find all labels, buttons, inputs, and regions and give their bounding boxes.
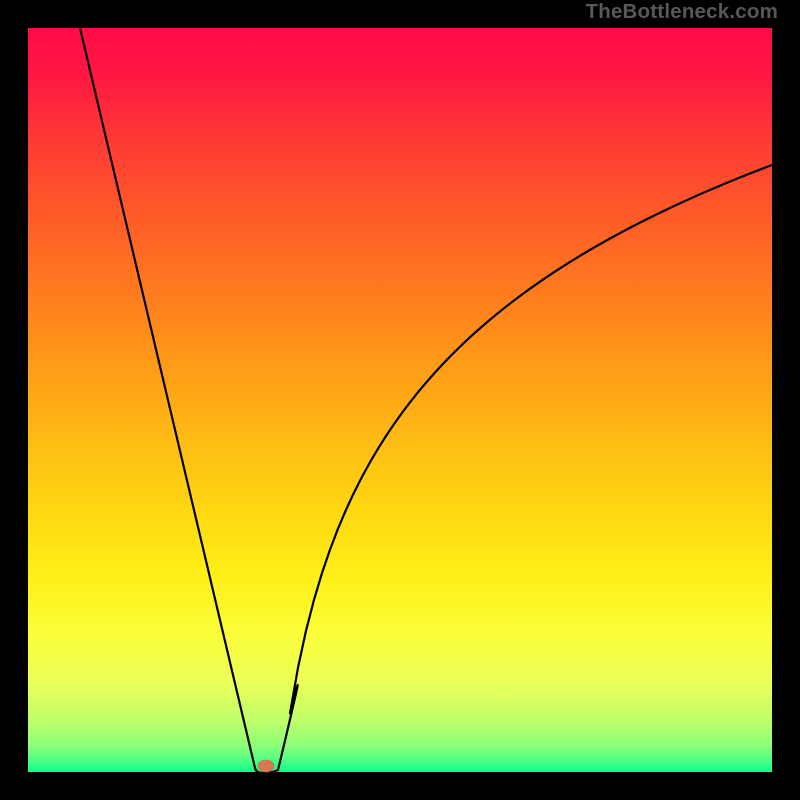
optimum-marker [258,760,274,772]
plot-area [28,28,772,772]
watermark-text: TheBottleneck.com [586,0,779,24]
chart-stage: TheBottleneck.com [0,0,800,800]
bottleneck-chart [0,0,800,800]
